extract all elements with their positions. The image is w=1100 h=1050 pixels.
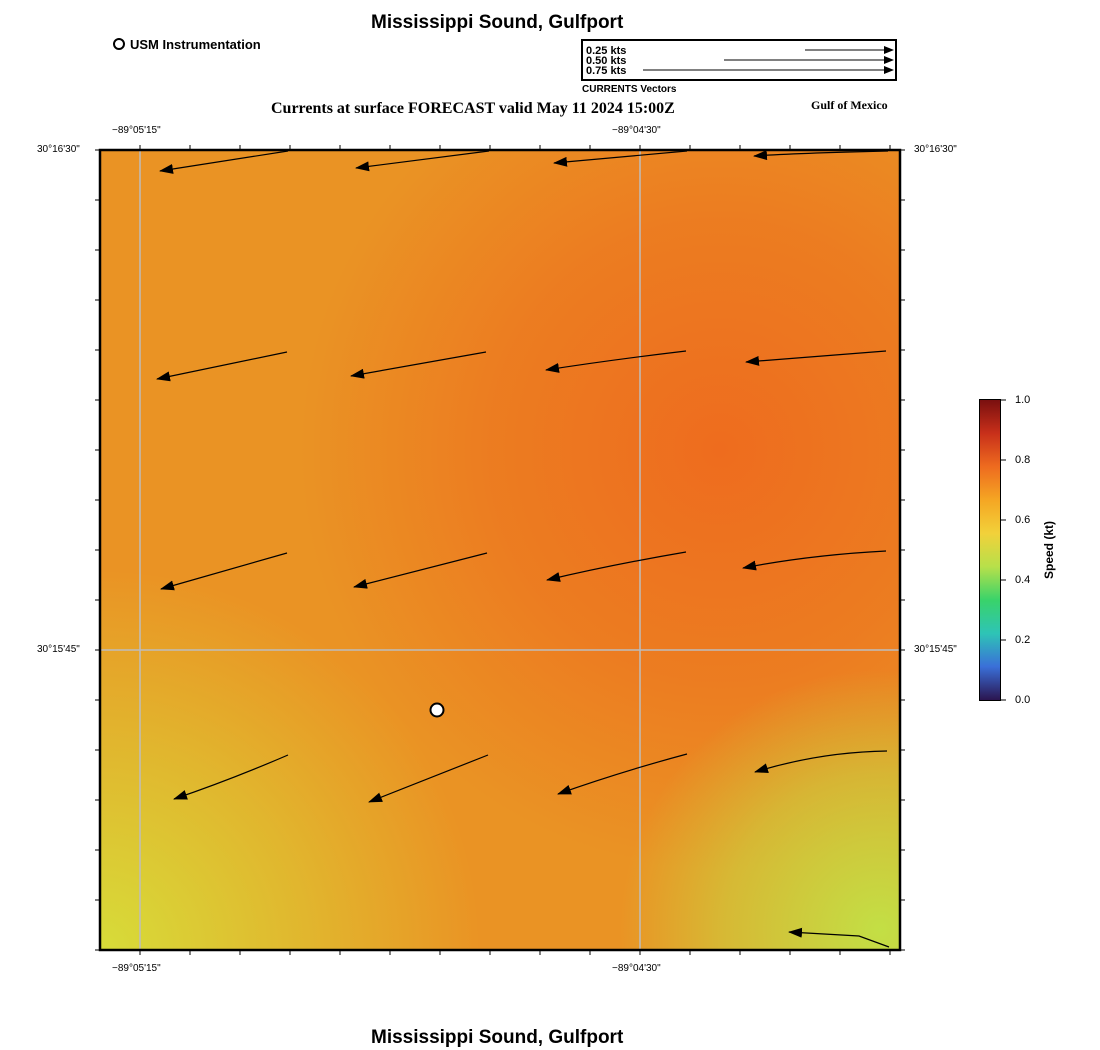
colorbar-tick: 0.4 xyxy=(1015,574,1031,586)
vector-arrow xyxy=(355,150,490,172)
vector-arrow xyxy=(156,351,288,382)
colorbar-tick: 0.0 xyxy=(1015,694,1031,706)
graticule xyxy=(100,150,900,950)
vector-arrow xyxy=(754,750,888,773)
colorbar-tick: 0.8 xyxy=(1015,454,1031,466)
colorbar-tick: 0.6 xyxy=(1015,514,1031,526)
lon-label-bottom-2: −89°04'30" xyxy=(612,963,661,974)
frame-ticks xyxy=(95,145,905,955)
lat-label-right-2: 30°15'45" xyxy=(914,644,957,655)
vector-arrow xyxy=(368,754,489,803)
colorbar-tick: 1.0 xyxy=(1015,394,1031,406)
vector-arrow xyxy=(160,552,288,591)
lat-label-left-1: 30°16'30" xyxy=(37,144,80,155)
vector-arrow xyxy=(788,927,890,948)
speed-field xyxy=(100,150,900,950)
region-label: Gulf of Mexico xyxy=(811,98,888,112)
vector-arrow xyxy=(546,551,687,582)
vector-arrow xyxy=(557,753,688,795)
vector-arrow xyxy=(742,550,887,571)
colorbar-label: Speed (kt) xyxy=(1042,521,1056,580)
vector-arrow xyxy=(173,754,289,800)
vector-arrow xyxy=(353,552,488,589)
lat-label-left-2: 30°15'45" xyxy=(37,644,80,655)
vector-arrow xyxy=(553,150,688,167)
vector-arrow xyxy=(350,351,487,379)
instrument-legend-label: USM Instrumentation xyxy=(130,37,261,52)
vector-arrow xyxy=(753,150,889,161)
lon-label-top-2: −89°04'30" xyxy=(612,125,661,136)
vector-arrow xyxy=(745,350,887,366)
forecast-subtitle: Currents at surface FORECAST valid May 1… xyxy=(271,100,675,117)
vector-legend: 0.25 kts 0.50 kts 0.75 kts xyxy=(581,39,897,81)
legend-entry-025: 0.25 kts xyxy=(586,45,627,57)
lon-label-bottom-1: −89°05'15" xyxy=(112,963,161,974)
vector-legend-caption: CURRENTS Vectors xyxy=(582,84,677,95)
vector-arrow xyxy=(159,150,289,174)
legend-entry-075: 0.75 kts xyxy=(586,65,627,77)
current-vectors xyxy=(156,150,890,948)
vector-arrow xyxy=(545,350,687,373)
footer-title: Mississippi Sound, Gulfport xyxy=(371,1027,624,1048)
lon-label-top-1: −89°05'15" xyxy=(112,125,161,136)
colorbar-ticks xyxy=(1000,399,1006,701)
station-marker-icon xyxy=(113,38,125,50)
lat-label-right-1: 30°16'30" xyxy=(914,144,957,155)
map-title: Mississippi Sound, Gulfport xyxy=(371,12,624,33)
usm-station-marker xyxy=(429,702,445,718)
legend-arrows xyxy=(643,46,894,74)
colorbar-tick: 0.2 xyxy=(1015,634,1031,646)
speed-colorbar xyxy=(979,399,1001,701)
legend-entry-050: 0.50 kts xyxy=(586,55,627,67)
